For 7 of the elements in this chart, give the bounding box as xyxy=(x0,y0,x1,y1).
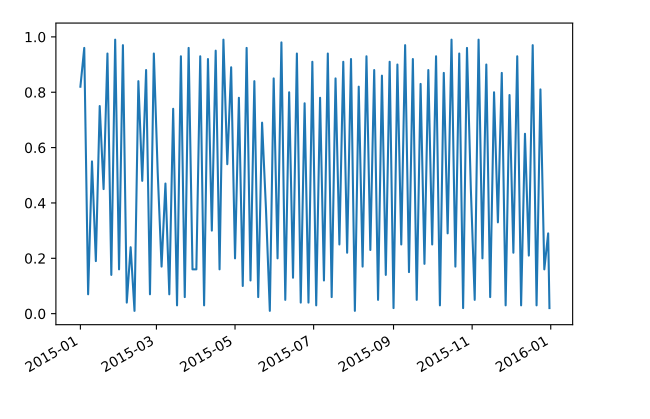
y-tick-label: 0.6 xyxy=(25,142,46,154)
y-tick-label: 0.0 xyxy=(25,308,46,320)
y-tick-label: 0.2 xyxy=(25,253,45,264)
y-tick-label: 0.4 xyxy=(25,198,46,208)
y-tick-label: 1.0 xyxy=(26,32,46,42)
y-tick-label: 0.8 xyxy=(25,87,46,98)
line-series xyxy=(79,38,550,312)
